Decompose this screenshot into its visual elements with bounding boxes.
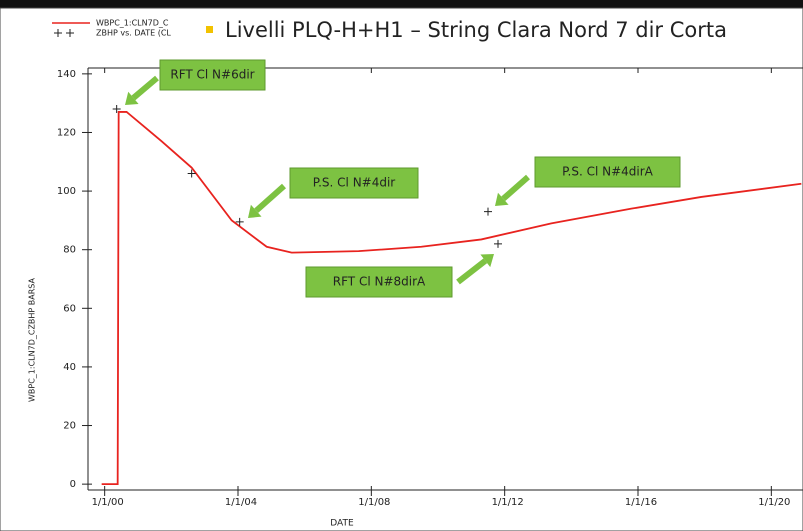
chart-title: Livelli PLQ-H+H1 – String Clara Nord 7 d… (225, 18, 727, 42)
x-tick-label: 1/1/12 (492, 497, 524, 508)
top-bar (0, 0, 803, 8)
x-tick-label: 1/1/00 (92, 497, 124, 508)
annotation-box (534, 156, 681, 188)
y-tick-label: 100 (57, 186, 76, 197)
marker (494, 239, 502, 248)
annotation-text: P.S. Cl N#4dirA (562, 165, 654, 179)
annotation-text: P.S. Cl N#4dir (313, 176, 396, 190)
annotation-text: RFT Cl N#6dir (170, 68, 254, 82)
marker (187, 169, 196, 178)
annotation-arrowhead (480, 254, 494, 268)
annotation-text: RFT Cl N#8dirA (333, 275, 426, 289)
annotation-box (305, 266, 453, 298)
annotation-box (159, 59, 266, 91)
annotation-arrow (456, 258, 488, 285)
y-tick-label: 0 (70, 479, 76, 490)
annotation-arrow (254, 183, 286, 213)
y-tick-label: 80 (63, 245, 76, 256)
x-tick-label: 1/1/04 (225, 497, 257, 508)
marker (112, 105, 121, 114)
y-tick-label: 60 (63, 303, 76, 314)
legend-label: WBPC_1:CLN7D_C (96, 19, 169, 28)
x-tick-label: 1/1/20 (758, 497, 790, 508)
annotation-arrowhead (495, 192, 509, 206)
y-tick-label: 40 (63, 362, 76, 373)
x-tick-label: 1/1/16 (625, 497, 657, 508)
annotation-box (289, 167, 419, 199)
y-axis-label: WBPC_1:CLN7D_CZBHP BARSA (28, 277, 37, 402)
annotation-arrowhead (248, 204, 262, 218)
annotation-arrow (131, 75, 159, 101)
x-tick-label: 1/1/08 (358, 497, 390, 508)
x-axis-label: DATE (330, 519, 354, 529)
legend-marker (54, 29, 62, 37)
legend-label: ZBHP vs. DATE (CL (96, 29, 171, 38)
title-marker (206, 26, 213, 33)
annotation-arrowhead (125, 91, 139, 105)
y-tick-label: 20 (63, 421, 76, 432)
line-series (101, 111, 802, 486)
marker (484, 207, 492, 216)
annotation-arrow (501, 174, 530, 201)
y-tick-label: 120 (57, 127, 76, 138)
marker (235, 217, 244, 226)
y-tick-label: 140 (57, 69, 76, 80)
legend-marker (66, 29, 74, 37)
